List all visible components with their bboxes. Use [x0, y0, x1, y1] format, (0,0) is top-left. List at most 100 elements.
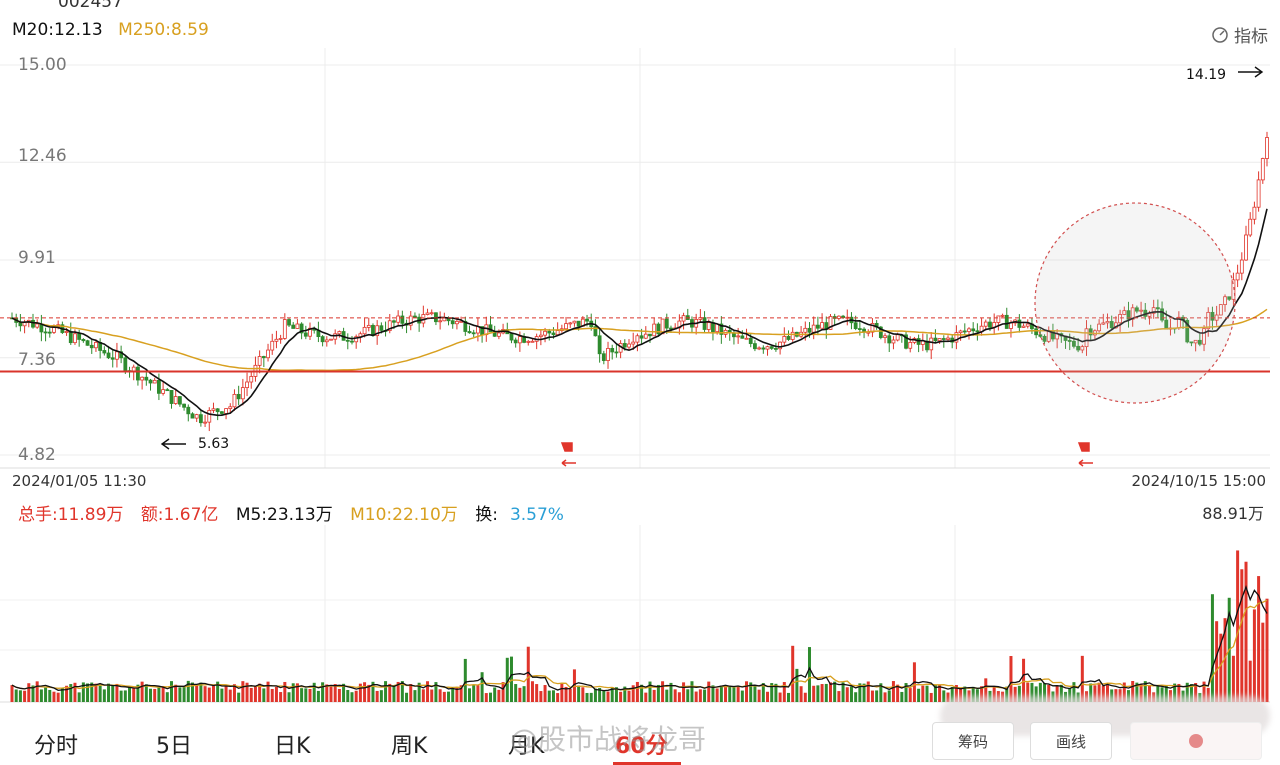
candle-body [748, 337, 753, 345]
volume-bar [556, 693, 560, 702]
candle-body [610, 348, 615, 353]
volume-bar [921, 685, 925, 702]
tab-monthly[interactable]: 月K [508, 734, 545, 759]
ma250-line [11, 308, 1268, 372]
candle-body [123, 357, 128, 371]
indicator-button[interactable]: 指标 [1211, 22, 1268, 47]
volume-bar [585, 692, 589, 702]
candle-body [941, 338, 946, 340]
volume-bar [1210, 594, 1214, 702]
candle-body [43, 331, 48, 334]
volume-bar [539, 691, 543, 702]
bottom-tab-bar: 分时 5日 日K 周K 月K 60分 筹码 画线 @股市战将龙哥 [0, 696, 1280, 765]
candle-body [1084, 328, 1089, 348]
volume-bar [392, 685, 396, 702]
settings-button[interactable] [1130, 722, 1262, 760]
volume-bar [530, 681, 534, 702]
volume-bar [337, 688, 341, 702]
volume-bar [673, 689, 677, 702]
candle-body [261, 356, 266, 359]
candle-body [983, 321, 988, 327]
volume-m10-line [11, 599, 1268, 691]
candle-body [631, 341, 636, 345]
candle-body [513, 339, 518, 344]
volume-bar [77, 692, 81, 702]
volume-bar [430, 689, 434, 702]
candle-body [669, 327, 673, 330]
tab-60min[interactable]: 60分 [615, 734, 668, 759]
volume-bar [447, 691, 451, 702]
price-label-4: 7.36 [18, 350, 56, 370]
candle-body [438, 320, 443, 323]
price-chart[interactable] [0, 45, 1280, 470]
volume-bar [1189, 684, 1193, 702]
low-arrow-icon [160, 438, 186, 450]
tab-daily[interactable]: 日K [274, 734, 311, 759]
volume-bar [316, 690, 320, 702]
volume-bar [602, 690, 606, 702]
volume-bar [1080, 655, 1084, 702]
volume-bar [468, 688, 472, 702]
volume-bar [86, 683, 90, 702]
volume-bar [27, 683, 31, 702]
volume-bar [749, 682, 753, 702]
volume-bar [266, 681, 270, 702]
start-date: 2024/01/05 11:30 [12, 472, 147, 490]
candle-body [937, 338, 942, 342]
volume-bar [598, 687, 602, 702]
candle-body [287, 319, 291, 326]
candle-body [1105, 321, 1110, 324]
chips-button[interactable]: 筹码 [932, 722, 1014, 760]
flag-marker-icon [560, 442, 576, 467]
candle-body [622, 343, 627, 348]
volume-legend: 总手:11.89万 额:1.67亿 M5:23.13万 M10:22.10万 换… [18, 500, 576, 525]
volume-bar [325, 684, 329, 702]
volume-bar [153, 688, 157, 702]
volume-bar [94, 683, 98, 702]
candle-body [517, 336, 522, 344]
volume-bar [1240, 569, 1244, 702]
volume-bar [161, 685, 165, 702]
volume-bar [363, 682, 367, 702]
tab-weekly[interactable]: 周K [391, 734, 428, 759]
volume-bar [283, 681, 287, 702]
volume-bar [199, 682, 203, 702]
candle-body [413, 315, 417, 318]
volume-bar [1093, 685, 1097, 702]
candle-body [350, 340, 354, 343]
volume-bar [803, 692, 807, 702]
volume-chart[interactable] [0, 520, 1280, 710]
candle-body [1248, 218, 1253, 236]
candle-body [245, 381, 249, 388]
candle-body [31, 319, 35, 328]
volume-bar [1164, 685, 1168, 702]
volume-bar [774, 683, 778, 702]
volume-bar [703, 689, 707, 702]
volume-bar [950, 687, 954, 702]
volume-bar [119, 690, 123, 702]
candle-body [1017, 319, 1022, 328]
volume-bar [736, 686, 740, 702]
tab-intraday[interactable]: 分时 [34, 734, 79, 759]
candle-body [169, 390, 174, 404]
candle-body [152, 379, 157, 384]
candle-body [1202, 328, 1206, 345]
volume-bar [174, 684, 178, 702]
candle-body [1038, 334, 1043, 337]
candle-body [962, 330, 967, 333]
candle-body [257, 356, 262, 366]
draw-line-button[interactable]: 画线 [1030, 722, 1112, 760]
volume-bar [858, 683, 862, 702]
volume-bar [245, 682, 249, 702]
tab-5day[interactable]: 5日 [156, 734, 192, 759]
candle-body [366, 324, 371, 328]
volume-bar [1135, 682, 1139, 702]
candle-body [1155, 307, 1160, 310]
volume-bar [354, 690, 358, 702]
turnover-value: 3.57% [509, 505, 564, 525]
price-label-top: 15.00 [18, 55, 67, 75]
volume-bar [384, 681, 388, 702]
volume-bar [203, 686, 207, 702]
volume-bar [182, 685, 186, 702]
candle-body [308, 327, 312, 337]
